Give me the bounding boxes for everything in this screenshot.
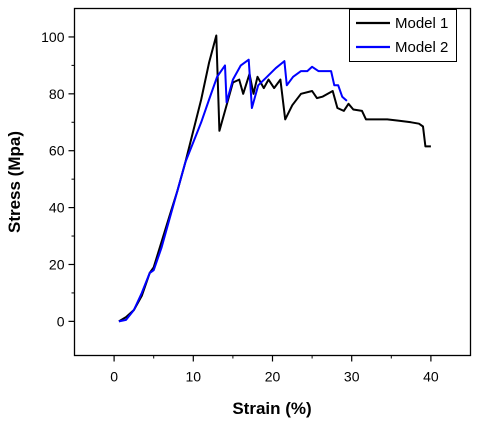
- legend-label-model-2: Model 2: [395, 39, 448, 56]
- y-tick-label: 20: [49, 256, 65, 272]
- y-tick-label: 80: [49, 86, 65, 102]
- axis-ticks: 0 10 20 30 40 0 20 40 60 80 100: [41, 29, 439, 385]
- series-line-model-1: [118, 34, 431, 323]
- legend-label-model-1: Model 1: [395, 15, 448, 32]
- series-lines: [118, 34, 431, 323]
- x-axis-title: Strain (%): [232, 399, 311, 418]
- y-tick-label: 100: [41, 29, 65, 45]
- x-tick-label: 40: [423, 369, 439, 385]
- y-tick-label: 60: [49, 143, 65, 159]
- y-tick-label: 40: [49, 200, 65, 216]
- y-tick-label: 0: [57, 313, 65, 329]
- legend-box: [349, 9, 457, 62]
- x-tick-label: 30: [344, 369, 360, 385]
- x-tick-label: 20: [265, 369, 281, 385]
- legend: Model 1 Model 2: [349, 9, 457, 62]
- x-tick-label: 0: [110, 369, 118, 385]
- y-axis-title: Stress (Mpa): [5, 131, 24, 233]
- series-line-model-2: [118, 58, 348, 323]
- x-tick-label: 10: [186, 369, 202, 385]
